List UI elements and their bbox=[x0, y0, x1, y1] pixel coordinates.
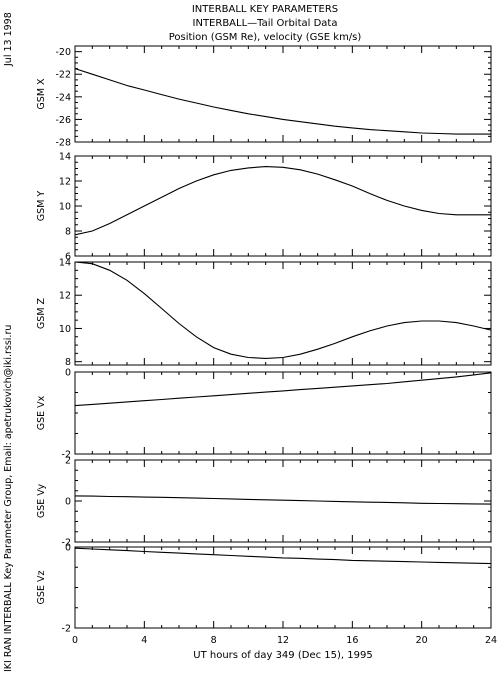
y-tick-label: 10 bbox=[59, 324, 71, 335]
plot-frame bbox=[74, 261, 492, 366]
panel-gsm-x: -28 -26 -24 -22 -20 GSM X bbox=[36, 45, 492, 149]
y-tick-label: 8 bbox=[65, 227, 71, 238]
y-tick-label: 6 bbox=[65, 252, 71, 263]
series-line-gsm-x bbox=[74, 68, 491, 135]
x-tick-label: 16 bbox=[346, 635, 358, 646]
y-tick-label: -24 bbox=[55, 92, 71, 103]
y-tick-label: -2 bbox=[62, 624, 71, 635]
y-tick-label: -20 bbox=[55, 47, 71, 58]
x-tick-label: 0 bbox=[72, 635, 78, 646]
figure-title-line-2: INTERBALL—Tail Orbital Data bbox=[193, 18, 338, 29]
plot-frame bbox=[74, 155, 492, 257]
panel-gse-vx: -2 0 GSE Vx bbox=[36, 368, 492, 461]
x-tick-label: 20 bbox=[416, 635, 428, 646]
y-tick-label: 12 bbox=[59, 177, 71, 188]
y-tick-label: 8 bbox=[65, 357, 71, 368]
series-line-gse-vz bbox=[74, 547, 492, 565]
figure-title-line-3: Position (GSM Re), velocity (GSE km/s) bbox=[169, 32, 362, 43]
y-tick-label: 12 bbox=[59, 291, 71, 302]
panel-gsm-y: 6 8 10 12 14 GSM Y bbox=[36, 152, 492, 263]
plot-frame bbox=[74, 459, 492, 543]
x-axis-label: UT hours of day 349 (Dec 15), 1995 bbox=[193, 650, 372, 661]
y-tick-label: -26 bbox=[55, 115, 71, 126]
x-tick-label: 12 bbox=[277, 635, 289, 646]
x-tick-label: 4 bbox=[141, 635, 147, 646]
plot-frame bbox=[74, 371, 492, 455]
y-tick-label: 14 bbox=[59, 258, 71, 269]
side-credit: IKI RAN INTERBALL Key Parameter Group, E… bbox=[3, 325, 14, 672]
y-tick-label: 0 bbox=[65, 543, 71, 554]
panel-gse-vy: -2 0 2 GSE Vy bbox=[36, 456, 492, 549]
y-axis-label: GSE Vx bbox=[36, 395, 47, 430]
y-axis-label: GSM Y bbox=[36, 191, 47, 222]
y-axis-label: GSM X bbox=[36, 78, 47, 110]
plot-frame bbox=[74, 45, 492, 143]
series-line-gsm-z bbox=[74, 261, 492, 359]
y-tick-label: 14 bbox=[59, 152, 71, 163]
series-line-gse-vy bbox=[74, 495, 492, 505]
y-tick-label: -28 bbox=[55, 138, 71, 149]
y-tick-label: -2 bbox=[62, 450, 71, 461]
x-tick-label: 24 bbox=[485, 635, 497, 646]
y-tick-label: 0 bbox=[65, 368, 71, 379]
y-axis-label: GSE Vz bbox=[36, 571, 47, 605]
x-tick-label: 8 bbox=[211, 635, 217, 646]
figure-title-line-1: INTERBALL KEY PARAMETERS bbox=[192, 4, 338, 15]
panel-gse-vz: -2 0 GSE Vz bbox=[36, 543, 492, 635]
y-tick-label: 2 bbox=[65, 456, 71, 467]
y-tick-label: -2 bbox=[62, 538, 71, 549]
plot-frame bbox=[74, 546, 492, 629]
y-axis-label: GSM Z bbox=[36, 297, 47, 329]
y-tick-label: 0 bbox=[65, 497, 71, 508]
y-axis-label: GSE Vy bbox=[36, 483, 47, 518]
panel-gsm-z: 8 10 12 14 GSM Z bbox=[36, 258, 492, 368]
series-line-gsm-y bbox=[74, 166, 491, 236]
series-line-gse-vx bbox=[74, 372, 492, 407]
date-stamp: Jul 13 1998 bbox=[3, 12, 14, 67]
y-tick-label: -22 bbox=[55, 70, 71, 81]
y-tick-label: 10 bbox=[59, 202, 71, 213]
